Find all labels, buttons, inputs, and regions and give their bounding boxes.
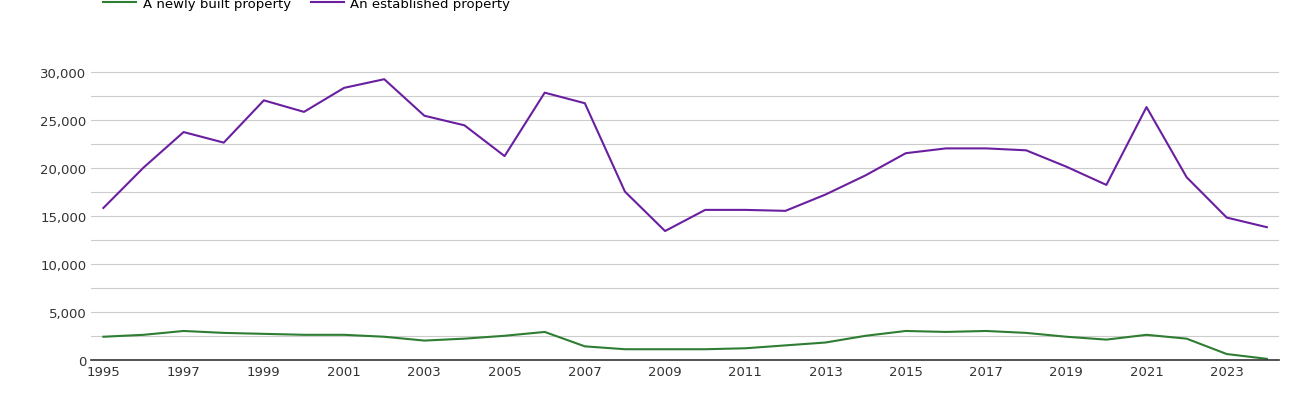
- An established property: [215, 141, 231, 146]
- A newly built property: [256, 332, 271, 337]
- An established property: [256, 99, 271, 103]
- A newly built property: [296, 333, 312, 337]
- An established property: [818, 193, 834, 198]
- A newly built property: [176, 329, 192, 334]
- A newly built property: [497, 333, 513, 338]
- A newly built property: [1058, 335, 1074, 339]
- A newly built property: [778, 343, 793, 348]
- An established property: [857, 173, 873, 178]
- An established property: [1219, 216, 1235, 220]
- An established property: [1178, 175, 1194, 180]
- A newly built property: [617, 347, 633, 352]
- A newly built property: [737, 346, 753, 351]
- An established property: [577, 101, 592, 106]
- An established property: [737, 208, 753, 213]
- A newly built property: [1259, 357, 1275, 362]
- An established property: [697, 208, 713, 213]
- An established property: [176, 130, 192, 135]
- An established property: [778, 209, 793, 214]
- A newly built property: [1139, 333, 1155, 337]
- A newly built property: [898, 329, 913, 334]
- A newly built property: [457, 336, 472, 341]
- An established property: [376, 78, 392, 83]
- An established property: [1018, 148, 1034, 153]
- A newly built property: [376, 335, 392, 339]
- A newly built property: [938, 330, 954, 335]
- Line: An established property: An established property: [103, 80, 1267, 231]
- An established property: [658, 229, 673, 234]
- Line: A newly built property: A newly built property: [103, 331, 1267, 359]
- An established property: [617, 190, 633, 195]
- An established property: [95, 206, 111, 211]
- A newly built property: [95, 335, 111, 339]
- A newly built property: [337, 333, 352, 337]
- A newly built property: [536, 330, 552, 335]
- An established property: [136, 166, 151, 171]
- Legend: A newly built property, An established property: A newly built property, An established p…: [98, 0, 515, 16]
- A newly built property: [215, 330, 231, 335]
- A newly built property: [979, 329, 994, 334]
- An established property: [296, 110, 312, 115]
- An established property: [979, 146, 994, 151]
- An established property: [497, 154, 513, 159]
- A newly built property: [1099, 337, 1114, 342]
- A newly built property: [818, 340, 834, 345]
- A newly built property: [577, 344, 592, 349]
- A newly built property: [1219, 352, 1235, 357]
- A newly built property: [416, 338, 432, 343]
- An established property: [1099, 183, 1114, 188]
- A newly built property: [697, 347, 713, 352]
- An established property: [898, 151, 913, 156]
- An established property: [1259, 225, 1275, 230]
- A newly built property: [136, 333, 151, 337]
- An established property: [1139, 106, 1155, 110]
- An established property: [1058, 165, 1074, 170]
- An established property: [938, 146, 954, 151]
- An established property: [457, 124, 472, 128]
- An established property: [416, 114, 432, 119]
- An established property: [536, 91, 552, 96]
- An established property: [337, 86, 352, 91]
- A newly built property: [658, 347, 673, 352]
- A newly built property: [1018, 330, 1034, 335]
- A newly built property: [1178, 336, 1194, 341]
- A newly built property: [857, 333, 873, 338]
